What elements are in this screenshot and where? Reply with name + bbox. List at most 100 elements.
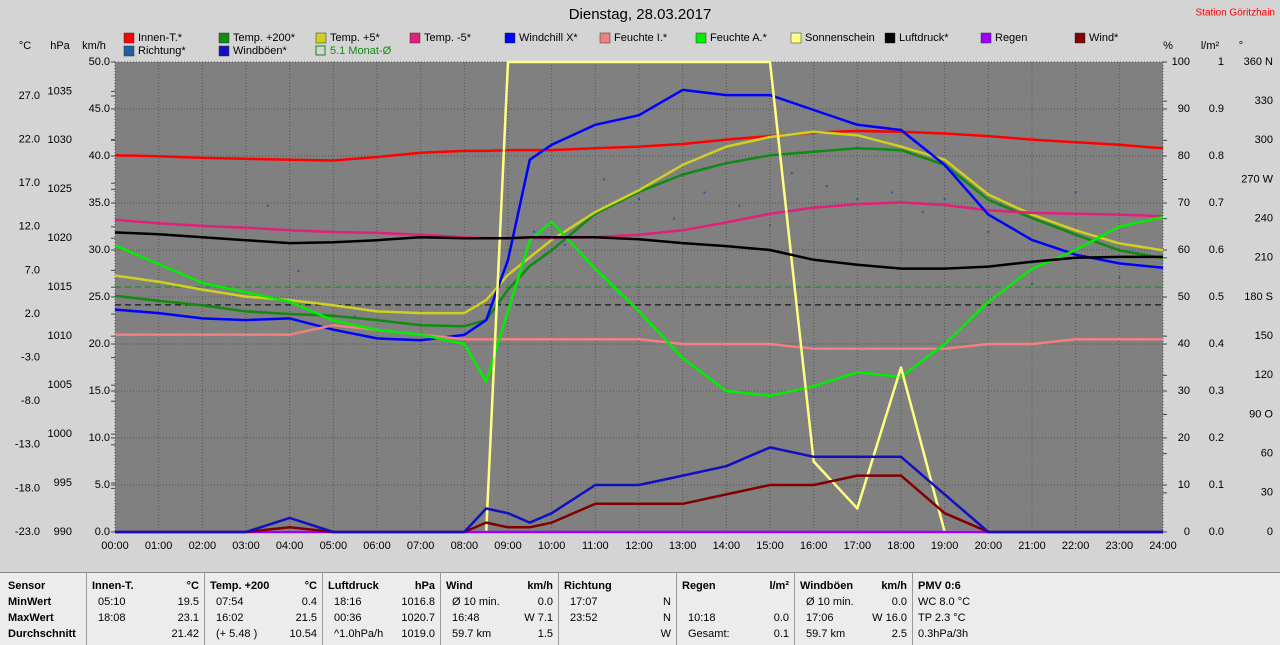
y-tick-label: 100 [1172, 56, 1190, 68]
x-tick-label: 24:00 [1149, 540, 1177, 552]
table-cell: Durchschnitt [8, 628, 76, 640]
y-tick-label: 990 [54, 526, 72, 538]
y-tick-label: 20.0 [89, 338, 110, 350]
y-tick-label: 22.0 [19, 134, 40, 146]
x-tick-label: 00:00 [101, 540, 129, 552]
legend-swatch [790, 32, 802, 44]
column-divider [676, 573, 677, 645]
y-tick-label: 0.1 [1209, 479, 1224, 491]
table-cell: W [660, 628, 671, 640]
axis-unit: l/m² [1201, 40, 1220, 52]
column-divider [86, 573, 87, 645]
y-tick-label: 50 [1178, 291, 1190, 303]
x-tick-label: 21:00 [1018, 540, 1046, 552]
table-cell: Windböen [800, 580, 854, 592]
legend-label: Temp. +5* [330, 32, 381, 44]
table-cell: 21.5 [295, 612, 317, 624]
y-tick-label: -3.0 [21, 352, 40, 364]
x-tick-label: 08:00 [451, 540, 479, 552]
legend-swatch [315, 45, 326, 56]
series-line [115, 446, 1163, 534]
axis-unit: °C [19, 40, 31, 52]
table-cell: 16:02 [216, 612, 244, 624]
x-tick-label: 05:00 [320, 540, 348, 552]
y-tick-label: 40.0 [89, 150, 110, 162]
legend-label: Regen [995, 32, 1027, 44]
y-tick-label: 150 [1255, 330, 1273, 342]
legend-label: Luftdruck* [899, 32, 949, 44]
series-line [115, 474, 1163, 534]
y-tick-label: 360 N [1244, 56, 1273, 68]
y-tick-label: 80 [1178, 150, 1190, 162]
table-cell: 10:18 [688, 612, 716, 624]
series-line [114, 215, 1164, 397]
direction-point [533, 230, 536, 233]
y-tick-label: 60 [1178, 244, 1190, 256]
x-tick-label: 07:00 [407, 540, 435, 552]
y-tick-label: 210 [1255, 252, 1273, 264]
table-cell: ^1.0hPa/h [334, 628, 384, 640]
x-tick-label: 23:00 [1106, 540, 1134, 552]
series-line [114, 231, 1163, 270]
table-cell: 1020.7 [401, 612, 435, 624]
table-cell: MinWert [8, 596, 52, 608]
direction-point [943, 198, 946, 201]
legend-label: Feuchte A.* [710, 32, 768, 44]
y-tick-label: 2.0 [25, 308, 40, 320]
axis-unit: % [1163, 40, 1173, 52]
table-cell: 1019.0 [401, 628, 435, 640]
y-tick-label: 1000 [48, 428, 72, 440]
direction-point [891, 191, 894, 194]
x-tick-label: 19:00 [931, 540, 959, 552]
table-cell: Richtung [564, 580, 612, 592]
direction-point [672, 217, 675, 220]
table-cell: 00:36 [334, 612, 362, 624]
y-tick-label: 90 O [1249, 408, 1273, 420]
axis-unit: km/h [82, 40, 106, 52]
x-tick-label: 09:00 [494, 540, 522, 552]
y-tick-label: 180 S [1244, 291, 1273, 303]
x-tick-label: 16:00 [800, 540, 828, 552]
direction-point [738, 204, 741, 207]
series-line [114, 147, 1164, 328]
y-tick-label: 10.0 [89, 432, 110, 444]
table-cell: 18:08 [98, 612, 126, 624]
y-tick-label: 30 [1178, 385, 1190, 397]
x-tick-label: 10:00 [538, 540, 566, 552]
table-cell: N [663, 596, 671, 608]
summary-table: Sensor MinWert MaxWert Durchschnitt Innen-T.… [0, 572, 1280, 645]
y-tick-label: 0.6 [1209, 244, 1224, 256]
y-tick-label: 0.4 [1209, 338, 1224, 350]
direction-point [703, 191, 706, 194]
table-cell: 0.0 [773, 612, 789, 624]
table-cell: W 16.0 [872, 612, 907, 624]
series-line [114, 88, 1164, 342]
y-tick-label: 1035 [48, 85, 72, 97]
y-tick-label: 10 [1178, 479, 1190, 491]
legend-swatch [695, 32, 707, 44]
y-tick-label: 40 [1178, 338, 1190, 350]
direction-point [769, 224, 771, 227]
table-cell: (+ 5.48 ) [216, 628, 258, 640]
table-cell: 07:54 [216, 596, 244, 608]
legend-swatch [504, 32, 516, 44]
series-line [115, 323, 1163, 350]
legend-swatch [123, 45, 135, 57]
legend-label: Innen-T.* [138, 32, 183, 44]
table-cell: km/h [527, 580, 553, 592]
direction-point [603, 178, 606, 181]
column-divider [440, 573, 441, 645]
x-tick-label: 20:00 [975, 540, 1003, 552]
table-cell: 16:48 [452, 612, 480, 624]
direction-point [1118, 276, 1121, 279]
axis-unit: hPa [50, 40, 70, 52]
x-tick-label: 14:00 [713, 540, 741, 552]
y-tick-label: 17.0 [19, 177, 40, 189]
y-tick-label: 12.0 [19, 221, 40, 233]
legend-label: Temp. -5* [424, 32, 472, 44]
direction-point [563, 243, 566, 246]
table-cell: km/h [881, 580, 907, 592]
table-cell: Ø 10 min. [806, 596, 854, 608]
table-cell: 21.42 [171, 628, 199, 640]
